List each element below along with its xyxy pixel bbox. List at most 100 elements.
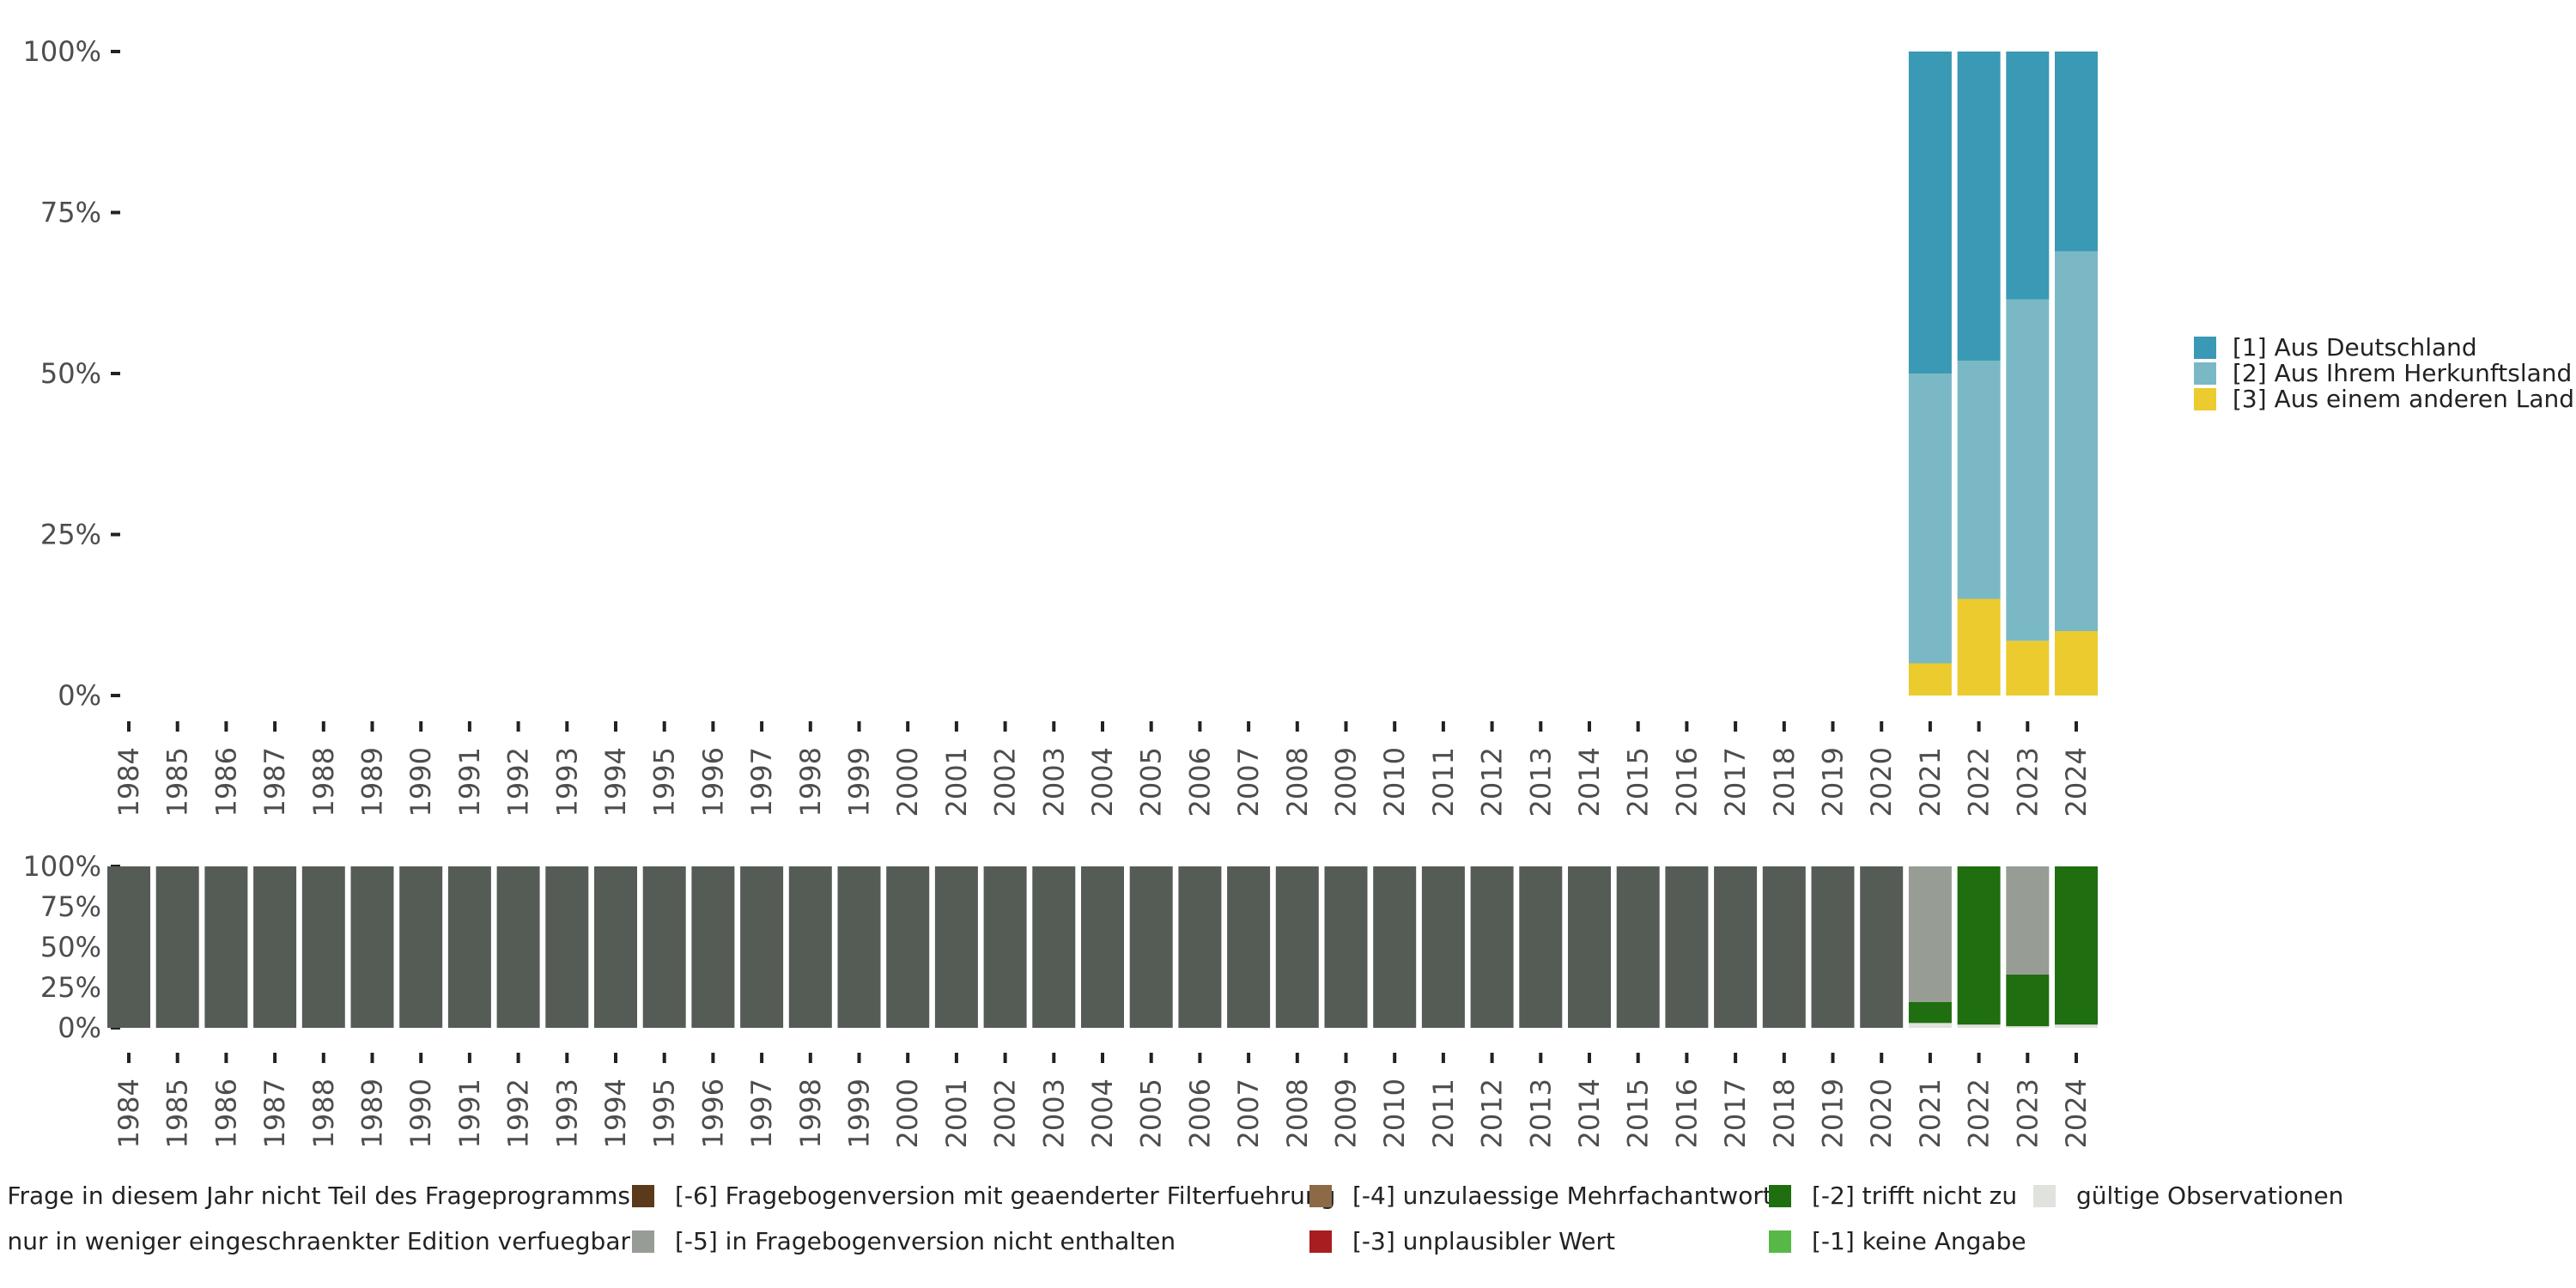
top-x-tick-label: 2001 — [940, 747, 973, 817]
bottom-bar-segment — [740, 866, 784, 1028]
bottom-legend-swatch — [1309, 1185, 1332, 1207]
top-x-tick-label: 2022 — [1963, 747, 1996, 817]
bottom-x-tick-label: 1995 — [648, 1078, 681, 1148]
bottom-x-tick-label: 2002 — [989, 1078, 1022, 1148]
bottom-bar-segment — [788, 866, 832, 1028]
top-x-tick-label: 2008 — [1281, 747, 1314, 817]
bottom-bar-segment — [1908, 866, 1952, 1002]
bottom-legend-label: [-6] Fragebogenversion mit geaenderter F… — [675, 1182, 1335, 1210]
bottom-bar-segment — [837, 866, 881, 1028]
bottom-bar-segment — [1568, 866, 1611, 1028]
bottom-y-tick-label: 50% — [40, 931, 101, 963]
bottom-x-tick-label: 1993 — [550, 1078, 583, 1148]
top-bar-segment — [1908, 52, 1952, 374]
top-x-tick-label: 1998 — [794, 747, 827, 817]
bottom-bar-segment — [934, 866, 978, 1028]
bottom-bar-segment — [107, 866, 150, 1028]
top-x-tick-label: 2021 — [1914, 747, 1947, 817]
top-x-tick-label: 2005 — [1135, 747, 1168, 817]
bottom-bar-segment — [155, 866, 199, 1028]
top-legend-swatch — [2194, 337, 2216, 359]
top-x-tick-label: 2002 — [989, 747, 1022, 817]
top-x-tick-label: 2006 — [1183, 747, 1216, 817]
top-bar-segment — [2006, 299, 2050, 641]
bottom-bar-segment — [1519, 866, 1563, 1028]
bottom-x-tick-label: 2003 — [1037, 1078, 1070, 1148]
bottom-x-tick-label: 1991 — [453, 1078, 486, 1148]
bottom-x-tick-label: 1984 — [112, 1078, 145, 1148]
bottom-bar-segment — [594, 866, 637, 1028]
top-x-tick-label: 2012 — [1476, 747, 1509, 817]
top-legend-swatch — [2194, 388, 2216, 410]
bottom-bar-segment — [1908, 1001, 1952, 1024]
top-x-tick-label: 2011 — [1427, 747, 1460, 817]
bottom-legend-swatch — [632, 1230, 654, 1253]
bottom-x-tick-label: 2008 — [1281, 1078, 1314, 1148]
bottom-chart-panel: 0% 25% 50% 75% 100% 1984 1985 1986 1987 1988 1989 1… — [23, 850, 2098, 1148]
bottom-y-tick-label: 100% — [23, 850, 101, 883]
top-legend-label: [3] Aus einem anderen Land — [2233, 385, 2574, 413]
bottom-x-tick-label: 1992 — [502, 1078, 535, 1148]
top-x-tick-label: 2024 — [2060, 747, 2093, 817]
bottom-bar-segment — [642, 866, 686, 1028]
bottom-legend-swatch — [1769, 1185, 1791, 1207]
top-x-tick-label: 1995 — [648, 747, 681, 817]
bottom-bar-segment — [1762, 866, 1806, 1028]
top-y-tick-label: 50% — [40, 357, 101, 390]
top-x-tick-label: 1985 — [161, 747, 194, 817]
bottom-bar-segment — [886, 866, 930, 1028]
bottom-x-tick-label: 2014 — [1573, 1078, 1606, 1148]
top-x-tick-label: 1989 — [356, 747, 389, 817]
top-bar-segment — [2055, 52, 2098, 252]
top-x-tick-label: 2015 — [1622, 747, 1655, 817]
bottom-x-tick-label: 1989 — [356, 1078, 389, 1148]
bottom-bar-segment — [1275, 866, 1319, 1028]
bottom-bar-segment — [983, 866, 1027, 1028]
bottom-x-tick-label: 2024 — [2060, 1078, 2093, 1148]
top-bar-segment — [1908, 663, 1952, 696]
top-x-tick-label: 1996 — [696, 747, 729, 817]
bottom-x-tick-label: 1996 — [696, 1078, 729, 1148]
bottom-bar-segment — [2055, 866, 2098, 1025]
bottom-x-tick-label: 2017 — [1719, 1078, 1752, 1148]
top-x-tick-label: 2018 — [1768, 747, 1801, 817]
top-x-tick-label: 2007 — [1232, 747, 1265, 817]
bottom-legend-label: [-2] trifft nicht zu — [1812, 1182, 2017, 1210]
bottom-legend-swatch — [2033, 1185, 2056, 1207]
bottom-legend-label: [-5] in Fragebogenversion nicht enthalte… — [675, 1227, 1176, 1255]
bottom-bar-segment — [1373, 866, 1417, 1028]
top-x-tick-label: 2017 — [1719, 747, 1752, 817]
bottom-legend-label: [-7] nur in weniger eingeschraenkter Edi… — [0, 1227, 630, 1255]
top-x-tick-label: 2004 — [1086, 747, 1119, 817]
top-x-tick-label: 2009 — [1330, 747, 1363, 817]
bottom-x-tick-label: 2010 — [1378, 1078, 1411, 1148]
bottom-legend-swatch — [632, 1185, 654, 1207]
bottom-legend-label: [-3] unplausibler Wert — [1352, 1227, 1615, 1255]
bottom-bar-segment — [545, 866, 589, 1028]
bottom-x-tick-label: 2009 — [1330, 1078, 1363, 1148]
bottom-legend-label: [-8] Frage in diesem Jahr nicht Teil des… — [0, 1182, 630, 1210]
bottom-x-tick-label: 2023 — [2011, 1078, 2044, 1148]
top-y-tick-label: 0% — [58, 679, 101, 712]
top-x-tick-label: 2023 — [2011, 747, 2044, 817]
bottom-x-tick-label: 1988 — [307, 1078, 340, 1148]
top-x-tick-label: 1991 — [453, 747, 486, 817]
top-x-tick-label: 1984 — [112, 747, 145, 817]
bottom-bar-segment — [2006, 1026, 2050, 1028]
top-x-tick-label: 2020 — [1865, 747, 1898, 817]
bottom-bar-segment — [1860, 866, 1904, 1028]
bottom-bar-segment — [1714, 866, 1758, 1028]
bottom-bar-segment — [253, 866, 297, 1028]
bottom-bar-segment — [1957, 1024, 2001, 1028]
bottom-bar-segment — [2006, 974, 2050, 1027]
top-y-tick-label: 75% — [40, 197, 101, 229]
bottom-x-tick-label: 1987 — [258, 1078, 291, 1148]
top-y-tick-label: 100% — [23, 35, 101, 68]
bottom-bar-segment — [1129, 866, 1173, 1028]
bottom-x-tick-label: 1998 — [794, 1078, 827, 1148]
top-x-tick-label: 1990 — [404, 747, 437, 817]
bottom-x-tick-label: 2013 — [1524, 1078, 1557, 1148]
bottom-bar-segment — [301, 866, 345, 1028]
bottom-bar-segment — [399, 866, 443, 1028]
bottom-bar-segment — [2006, 866, 2050, 975]
